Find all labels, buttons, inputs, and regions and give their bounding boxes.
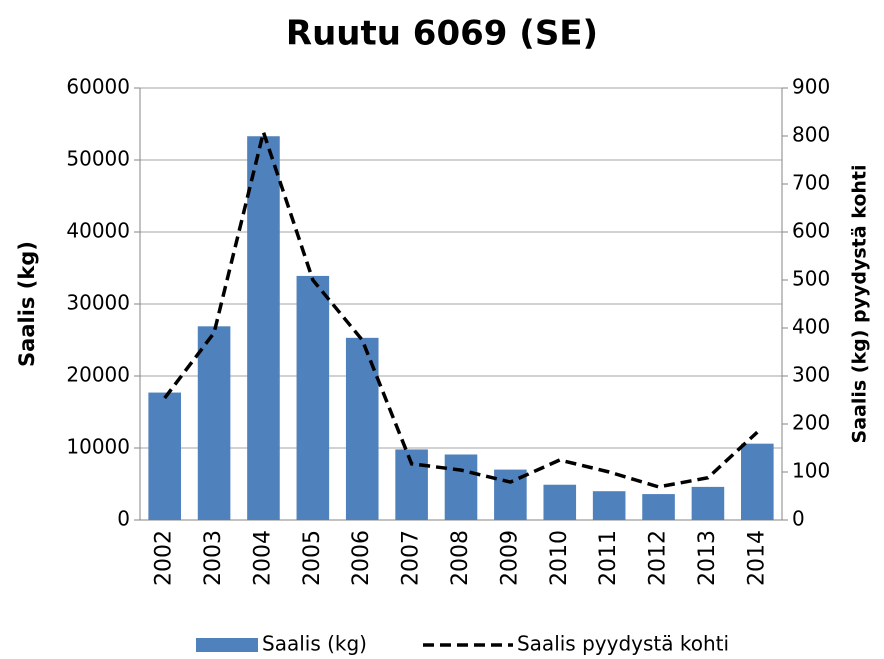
y2-tick-label: 300 (792, 363, 830, 387)
x-tick-label: 2014 (744, 530, 769, 586)
y2-axis-label: Saalis (kg) pyydystä kohti (849, 165, 871, 444)
x-tick-label: 2009 (497, 530, 522, 586)
legend-label: Saalis pyydystä kohti (517, 632, 729, 656)
y2-tick-label: 0 (792, 507, 805, 531)
x-tick-label: 2003 (201, 530, 226, 586)
bar (543, 484, 577, 520)
bar (296, 275, 330, 520)
x-tick-label: 2007 (399, 530, 424, 586)
bar (642, 494, 675, 520)
x-tick-label: 2008 (448, 530, 473, 586)
y-tick-label: 60000 (66, 75, 130, 99)
y2-tick-label: 600 (792, 219, 830, 243)
y-tick-label: 50000 (66, 147, 130, 171)
y2-tick-label: 100 (792, 459, 830, 483)
bar (592, 491, 626, 520)
x-tick-label: 2013 (695, 530, 720, 586)
y2-tick-label: 500 (792, 267, 830, 291)
x-tick-label: 2006 (349, 530, 374, 586)
y2-tick-label: 900 (792, 75, 830, 99)
y-tick-label: 30000 (66, 291, 130, 315)
bar (197, 326, 231, 520)
y-axis-label: Saalis (kg) (15, 241, 39, 367)
chart-title: Ruutu 6069 (SE) (286, 14, 598, 54)
bar (247, 136, 280, 521)
y-tick-label: 10000 (66, 435, 130, 459)
bar (691, 486, 725, 520)
y-tick-label: 40000 (66, 219, 130, 243)
y2-tick-label: 400 (792, 315, 830, 339)
bar (741, 443, 774, 520)
line (163, 125, 759, 489)
y2-tick-label: 800 (792, 123, 830, 147)
x-tick-label: 2012 (646, 530, 671, 586)
y-tick-label: 20000 (66, 363, 130, 387)
x-tick-label: 2002 (152, 530, 177, 586)
y2-tick-label: 700 (792, 171, 830, 195)
x-tick-label: 2011 (596, 530, 621, 586)
legend-swatch (196, 638, 258, 652)
x-tick-label: 2004 (250, 530, 275, 586)
y-tick-label: 0 (117, 507, 130, 531)
bar (444, 454, 478, 520)
x-tick-label: 2010 (547, 530, 572, 586)
x-tick-label: 2005 (300, 530, 325, 586)
y2-tick-label: 200 (792, 411, 830, 435)
legend-label: Saalis (kg) (262, 632, 367, 656)
bar (148, 392, 181, 520)
